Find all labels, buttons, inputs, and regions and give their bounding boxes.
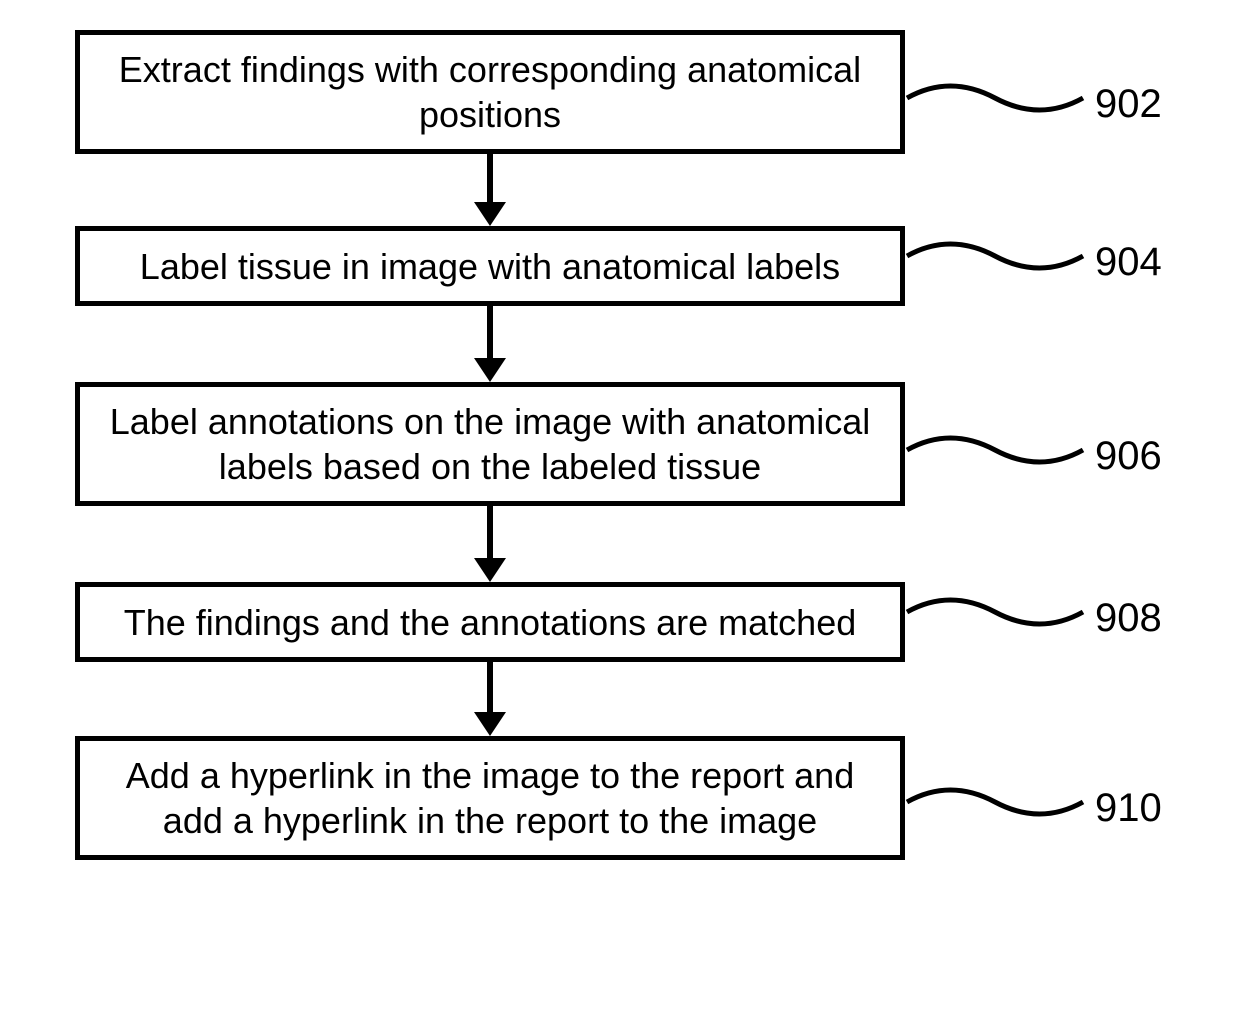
flowchart-container: Extract findings with corresponding anat…	[0, 0, 1240, 1011]
flow-step-3: Label annotations on the image with anat…	[75, 382, 905, 506]
arrow-4-5-head	[474, 712, 506, 736]
flow-step-3-text: Label annotations on the image with anat…	[100, 399, 880, 489]
arrow-3-4-head	[474, 558, 506, 582]
arrow-3-4-line	[487, 506, 493, 560]
ref-label-2: 904	[1095, 240, 1162, 285]
ref-label-1: 902	[1095, 82, 1162, 127]
flow-step-4-text: The findings and the annotations are mat…	[124, 600, 857, 645]
flow-step-1-text: Extract findings with corresponding anat…	[100, 47, 880, 137]
arrow-1-2-head	[474, 202, 506, 226]
flow-step-2-text: Label tissue in image with anatomical la…	[140, 244, 840, 289]
ref-label-4: 908	[1095, 596, 1162, 641]
flow-step-5: Add a hyperlink in the image to the repo…	[75, 736, 905, 860]
arrow-2-3-head	[474, 358, 506, 382]
flow-step-2: Label tissue in image with anatomical la…	[75, 226, 905, 306]
flow-step-1: Extract findings with corresponding anat…	[75, 30, 905, 154]
flow-step-4: The findings and the annotations are mat…	[75, 582, 905, 662]
arrow-2-3-line	[487, 306, 493, 360]
squiggle-4	[905, 592, 1085, 632]
flow-step-5-text: Add a hyperlink in the image to the repo…	[100, 753, 880, 843]
squiggle-3	[905, 430, 1085, 470]
arrow-1-2-line	[487, 154, 493, 204]
ref-label-5: 910	[1095, 786, 1162, 831]
squiggle-1	[905, 78, 1085, 118]
arrow-4-5-line	[487, 662, 493, 714]
ref-label-3: 906	[1095, 434, 1162, 479]
squiggle-5	[905, 782, 1085, 822]
squiggle-2	[905, 236, 1085, 276]
